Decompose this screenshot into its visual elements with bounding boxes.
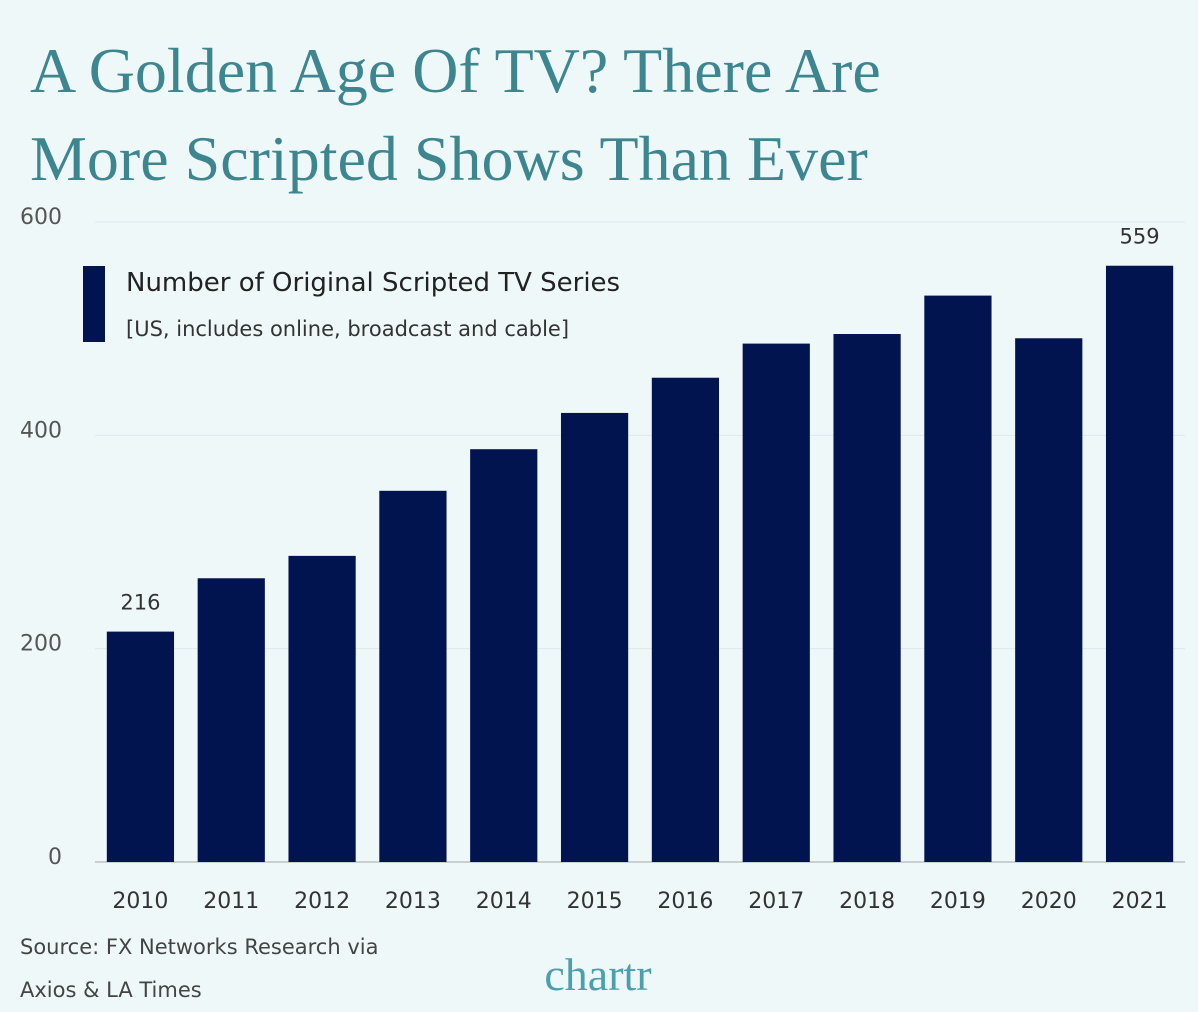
x-tick-label: 2011 [203,889,259,914]
x-tick-label: 2016 [657,889,713,914]
bar [833,334,901,862]
x-tick-label: 2021 [1112,889,1168,914]
bar [924,295,992,863]
chart-title-line: A Golden Age Of TV? There Are [30,35,881,106]
bar [1015,338,1083,862]
y-tick-label: 200 [20,632,62,657]
x-tick-label: 2014 [476,889,532,914]
bar [560,412,629,862]
bar [379,490,447,862]
x-tick-label: 2019 [930,889,986,914]
legend-swatch [83,266,105,342]
data-label: 559 [1120,225,1160,249]
x-tick-label: 2017 [748,889,804,914]
chart-title-line: More Scripted Shows Than Ever [30,123,868,194]
y-tick-label: 600 [20,205,62,230]
x-tick-label: 2020 [1021,889,1077,914]
logo: chartr [544,949,651,1000]
x-tick-label: 2012 [294,889,350,914]
bar [651,377,720,862]
bar [470,449,538,862]
bar [106,631,175,862]
x-tick-label: 2010 [112,889,168,914]
source: Source: FX Networks Research via [20,935,378,959]
source: Axios & LA Times [20,978,202,1002]
bar [1105,265,1174,862]
bar [197,578,265,862]
x-tick-label: 2015 [567,889,623,914]
legend-subtitle: [US, includes online, broadcast and cabl… [126,317,569,341]
bar [288,555,356,862]
data-label: 216 [120,591,160,615]
bar [742,343,810,863]
x-tick-label: 2013 [385,889,441,914]
legend-title: Number of Original Scripted TV Series [126,268,620,298]
x-tick-label: 2018 [839,889,895,914]
y-tick-label: 400 [20,418,62,443]
y-tick-label: 0 [48,845,62,870]
